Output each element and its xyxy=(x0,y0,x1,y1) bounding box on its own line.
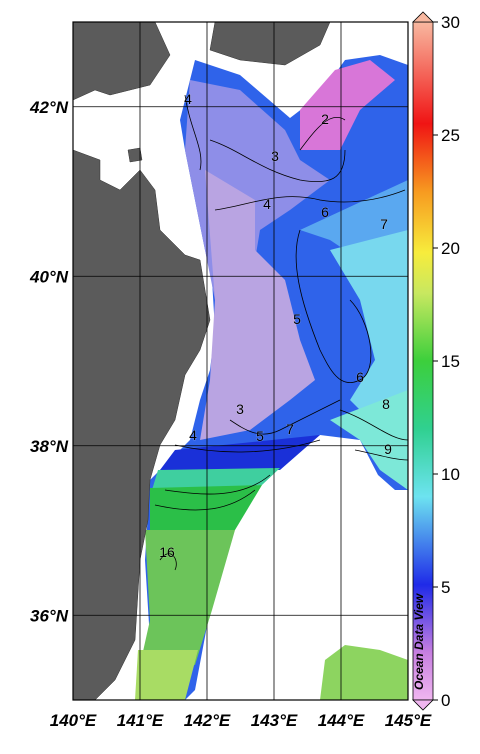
colorbar-tick-label: 10 xyxy=(441,465,460,484)
y-tick-label: 36°N xyxy=(30,606,69,625)
credit: Ocean Data View xyxy=(412,593,426,690)
contour-label: 3 xyxy=(271,148,279,164)
colorbar-tick-label: 15 xyxy=(441,352,460,371)
contour-label: 5 xyxy=(256,428,264,444)
contour-label: 8 xyxy=(382,396,390,412)
x-tick-label: 144°E xyxy=(318,711,365,730)
contour-label: 7 xyxy=(380,216,388,232)
land xyxy=(72,21,331,701)
contour-label: 2 xyxy=(321,111,329,127)
contour-label: 7 xyxy=(286,421,294,437)
contour-label: 16 xyxy=(159,544,175,560)
colorbar-tick-label: 5 xyxy=(441,578,450,597)
contour-label: 9 xyxy=(384,441,392,457)
y-tick-label: 40°N xyxy=(29,267,69,286)
x-tick-label: 141°E xyxy=(117,711,164,730)
y-tick-label: 42°N xyxy=(29,98,69,117)
contour-label: 4 xyxy=(189,427,197,443)
x-tick-label: 145°E xyxy=(385,711,432,730)
contour-label: 3 xyxy=(236,401,244,417)
x-tick-label: 142°E xyxy=(184,711,231,730)
colorbar-tick-label: 30 xyxy=(441,13,460,32)
contour-label: 6 xyxy=(356,369,364,385)
contour-label: 6 xyxy=(321,204,329,220)
x-tick-label: 143°E xyxy=(251,711,298,730)
colorbar-tick-label: 20 xyxy=(441,239,460,258)
map-frame xyxy=(72,21,409,701)
contour-label: 4 xyxy=(263,196,271,212)
colorbar-tick-label: 25 xyxy=(441,126,460,145)
colorbar-tick-label: 0 xyxy=(441,691,450,710)
y-tick-label: 38°N xyxy=(30,437,69,456)
contour-label: 5 xyxy=(293,311,301,327)
x-tick-label: 140°E xyxy=(50,711,97,730)
data-field xyxy=(135,55,408,700)
colorbar-min-arrow xyxy=(412,699,434,711)
contour-label: 4 xyxy=(184,91,192,107)
colorbar-max-arrow xyxy=(412,11,434,23)
